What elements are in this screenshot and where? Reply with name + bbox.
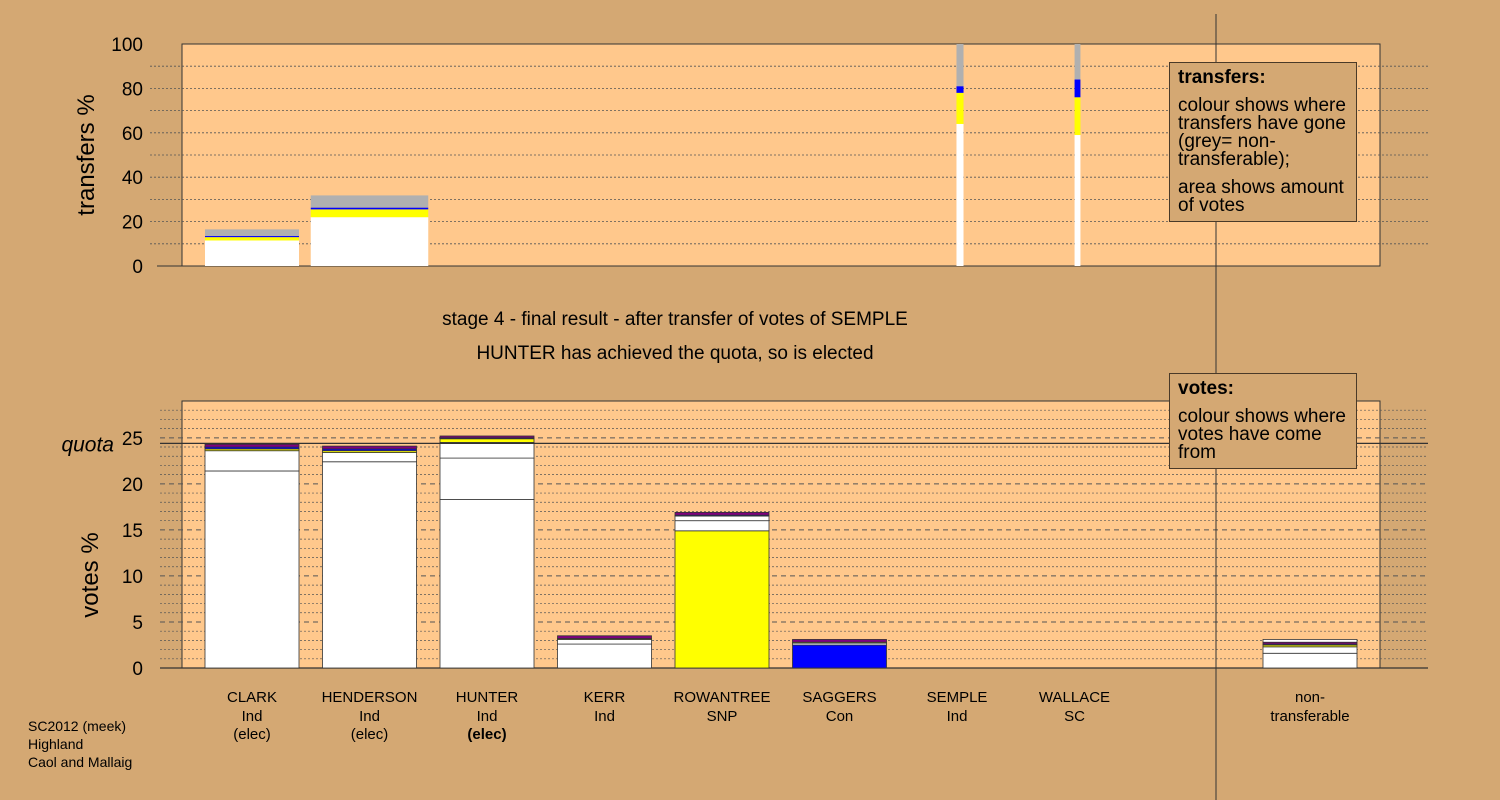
votes-bar-segment (439, 442, 535, 459)
transfers-bar-segment (310, 195, 429, 208)
votes-bar-segment (439, 499, 535, 669)
candidate-party-label: Ind (594, 708, 615, 725)
votes-bar-segment (674, 520, 770, 532)
transfers-bar-segment (205, 240, 299, 266)
legend-transfers-line1: colour shows where transfers have gone (… (1178, 95, 1346, 170)
transfers-bar-segment (1074, 79, 1081, 98)
footer-line2: Highland (28, 736, 84, 752)
stage-subtitle: HUNTER has achieved the quota, so is ele… (476, 343, 874, 364)
transfers-bar-segment (1074, 135, 1081, 266)
candidate-status-label: (elec) (233, 726, 271, 743)
votes-bar-segment (204, 450, 300, 472)
candidate-name-label: CLARK (227, 689, 277, 706)
candidate-party-label: SNP (707, 708, 738, 725)
transfers-bar-segment (205, 236, 299, 238)
candidate-name-label: KERR (584, 689, 626, 706)
votes-bar-segment (674, 515, 770, 522)
votes-bar-segment (322, 461, 417, 669)
candidate-party-label: Ind (477, 708, 498, 725)
candidate-status-label: (elec) (467, 726, 506, 743)
transfers-axis-label: transfers % (73, 94, 100, 215)
transfers-tick-label: 80 (122, 79, 143, 100)
votes-bar-segment (1262, 639, 1358, 643)
transfers-bar-segment (1074, 97, 1081, 136)
nontransferable-label-line1: non- (1295, 689, 1325, 706)
votes-bar-segment (439, 457, 535, 500)
transfers-bar-segment (956, 44, 964, 87)
votes-bar-segment (1262, 646, 1358, 654)
legend-votes-line1: colour shows where votes have come from (1178, 406, 1346, 463)
transfers-bar-segment (956, 86, 964, 93)
stage-title: stage 4 - final result - after transfer … (442, 309, 908, 330)
votes-bar-segment (204, 443, 300, 448)
candidate-party-label: Ind (242, 708, 263, 725)
footer: SC2012 (meek) Highland Caol and Mallaig (28, 717, 132, 771)
votes-bar-segment (204, 470, 300, 669)
votes-bar-segment (792, 644, 887, 669)
transfers-bar-segment (310, 207, 429, 210)
transfers-bar-segment (205, 237, 299, 241)
quota-label: quota (61, 433, 114, 456)
transfers-bar-segment (310, 217, 429, 266)
candidate-name-label: ROWANTREE (674, 689, 771, 706)
votes-axis-label: votes % (77, 532, 104, 617)
transfers-bar-segment (310, 209, 429, 218)
legend-votes: votes: colour shows where votes have com… (1169, 373, 1357, 469)
votes-bar-segment (322, 445, 417, 450)
candidate-status-label: (elec) (351, 726, 389, 743)
candidate-name-label: SAGGERS (802, 689, 876, 706)
votes-bar-segment (792, 639, 887, 643)
nontransferable-label-line2: transferable (1270, 708, 1349, 725)
candidate-name-label: HENDERSON (322, 689, 418, 706)
candidate-party-label: SC (1064, 708, 1085, 725)
votes-bar-segment (322, 452, 417, 463)
transfers-bar-segment (956, 123, 964, 266)
votes-tick-label: 5 (132, 613, 143, 634)
votes-bar-segment (557, 635, 652, 639)
votes-tick-label: 20 (122, 475, 143, 496)
votes-tick-label: 0 (132, 659, 143, 680)
candidate-party-label: Ind (359, 708, 380, 725)
transfers-bar-segment (1074, 44, 1081, 80)
transfers-tick-label: 20 (122, 213, 143, 234)
candidate-name-label: WALLACE (1039, 689, 1110, 706)
candidate-name-label: SEMPLE (927, 689, 988, 706)
candidate-party-label: Ind (947, 708, 968, 725)
transfers-bar-segment (205, 229, 299, 237)
votes-bar-segment (439, 435, 535, 439)
votes-bar-segment (674, 512, 770, 516)
votes-bar-segment (1262, 652, 1358, 669)
candidate-party-label: Con (826, 708, 854, 725)
legend-transfers-line2: area shows amount of votes (1178, 177, 1344, 216)
candidate-name-label: HUNTER (456, 689, 519, 706)
transfers-bar-segment (956, 92, 964, 124)
transfers-tick-label: 0 (132, 257, 143, 278)
votes-bar-segment (674, 530, 770, 669)
votes-bar-segment (439, 438, 535, 443)
votes-tick-label: 25 (122, 429, 143, 450)
footer-line3: Caol and Mallaig (28, 754, 133, 770)
votes-bar-segment (557, 639, 652, 645)
votes-tick-label: 15 (122, 521, 143, 542)
votes-tick-label: 10 (122, 567, 143, 588)
transfers-tick-label: 40 (122, 168, 143, 189)
votes-bar-segment (557, 643, 652, 669)
transfers-tick-label: 60 (122, 124, 143, 145)
legend-transfers: transfers: colour shows where transfers … (1169, 62, 1357, 222)
footer-line1: SC2012 (meek) (28, 718, 127, 734)
legend-votes-heading: votes: (1178, 378, 1234, 399)
legend-transfers-heading: transfers: (1178, 67, 1266, 88)
transfers-tick-label: 100 (111, 35, 143, 56)
